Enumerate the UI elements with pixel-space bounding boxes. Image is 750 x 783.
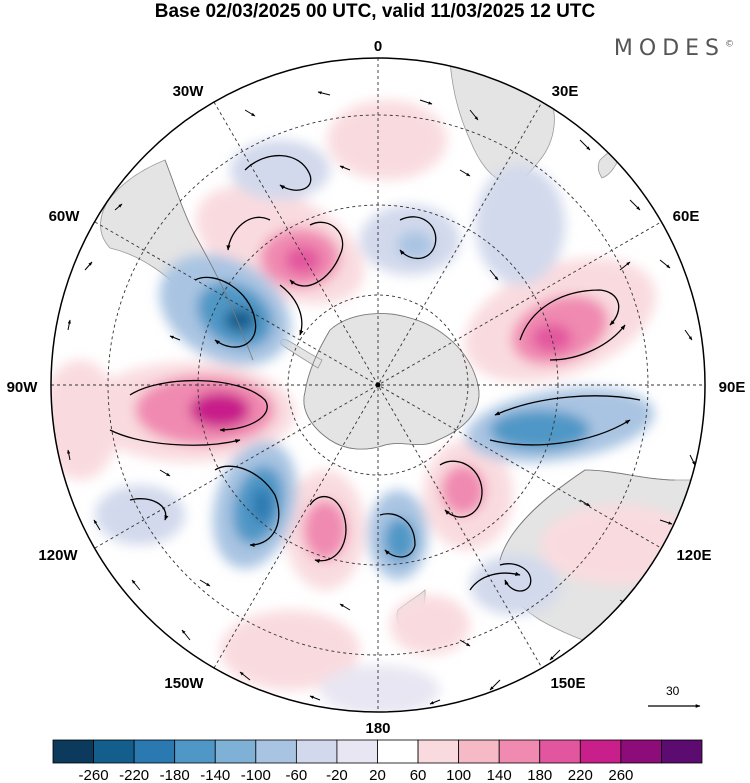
pos-anomaly: [285, 246, 321, 274]
pos-anomaly: [532, 324, 572, 352]
pos-anomaly: [190, 392, 250, 428]
colorbar-tick-label: 20: [369, 767, 386, 783]
colorbar-box: [417, 739, 460, 764]
colorbar-tick-label: -100: [241, 767, 271, 783]
colorbar-box: [214, 739, 257, 764]
colorbar-tick-label: -260: [79, 767, 109, 783]
colorbar-box: [295, 739, 338, 764]
lon-label-120e: 120E: [676, 547, 711, 564]
colorbar-box: [255, 739, 297, 764]
neg-anomaly: [384, 518, 416, 562]
colorbar-tick-label: 60: [410, 767, 427, 783]
neg-anomaly: [397, 231, 433, 259]
colorbar-box: [52, 739, 94, 764]
reference-vector-value: 30: [666, 684, 680, 698]
colorbar-box: [458, 739, 500, 764]
coastlines: [164, 159, 676, 561]
lon-label-60e: 60E: [673, 208, 700, 225]
brand-mark: ©: [725, 39, 734, 50]
colorbar-box: [174, 739, 216, 764]
brand-text: MODES: [613, 36, 725, 61]
lon-label-150w: 150W: [164, 675, 204, 692]
pos-anomaly: [540, 505, 700, 585]
map-border: [50, 57, 706, 713]
lon-label-180: 180: [365, 720, 390, 737]
neg-anomaly: [224, 308, 256, 332]
colorbar-box: [620, 739, 662, 764]
colorbar-box: [133, 739, 176, 764]
colorbar-tick-label: -140: [200, 767, 230, 783]
colorbar-box: [498, 739, 541, 764]
lon-label-30w: 30W: [173, 83, 205, 100]
colorbar-tick-label: 180: [527, 767, 552, 783]
modes-logo: MODES©: [614, 36, 734, 61]
south-pole-marker: [375, 382, 381, 388]
colorbar-tick-label: -60: [286, 767, 308, 783]
colorbar-boxes: [52, 739, 703, 764]
colorbar-box: [661, 739, 703, 764]
colorbar-tick-label: -20: [326, 767, 348, 783]
streamlines: [109, 154, 641, 592]
map-title: Base 02/03/2025 00 UTC, valid 11/03/2025…: [154, 1, 596, 22]
neg-anomaly: [490, 410, 590, 450]
neg-anomaly: [475, 165, 565, 285]
lon-label-90w: 90W: [7, 379, 39, 396]
lon-label-0: 0: [374, 38, 382, 55]
neg-anomaly: [252, 487, 272, 523]
pos-anomaly: [390, 595, 470, 655]
colorbar-tick-label: -180: [160, 767, 190, 783]
neg-anomaly: [230, 140, 330, 200]
pos-anomaly: [327, 100, 447, 180]
neg-anomaly: [470, 555, 560, 615]
lon-label-150e: 150E: [550, 675, 585, 692]
colorbar-box: [93, 739, 135, 764]
map-disk: [51, 58, 705, 712]
wind-vectors: [67, 91, 696, 705]
lon-label-30e: 30E: [552, 83, 579, 100]
colorbar-box: [539, 739, 581, 764]
neg-anomaly: [95, 485, 185, 545]
pos-anomaly: [303, 500, 347, 560]
lon-label-60w: 60W: [49, 208, 81, 225]
lon-label-90e: 90E: [719, 379, 746, 396]
colorbar-box: [377, 739, 419, 764]
colorbar-box: [579, 739, 622, 764]
colorbar-tick-label: -220: [119, 767, 149, 783]
lon-label-120w: 120W: [38, 547, 78, 564]
anomaly-shading: [51, 100, 700, 712]
neg-anomaly: [320, 665, 440, 712]
colorbar: -260 -220 -180 -140 -100 -60 -20 20 60 100 140 180 2…: [52, 739, 703, 783]
colorbar-tick-label: 100: [446, 767, 471, 783]
colorbar-box: [336, 739, 378, 764]
colorbar-tick-label: 140: [487, 767, 512, 783]
colorbar-tick-label: 260: [608, 767, 633, 783]
pos-anomaly: [220, 610, 360, 690]
longitude-labels: 0 30E 60E 90E 120E 150E 180 150W 120W 90…: [7, 38, 746, 737]
pos-anomaly: [51, 360, 120, 480]
pos-anomaly: [441, 465, 485, 515]
colorbar-ticks: -260 -220 -180 -140 -100 -60 -20 20 60 100 140 180 2…: [79, 767, 634, 783]
colorbar-tick-label: 220: [568, 767, 593, 783]
